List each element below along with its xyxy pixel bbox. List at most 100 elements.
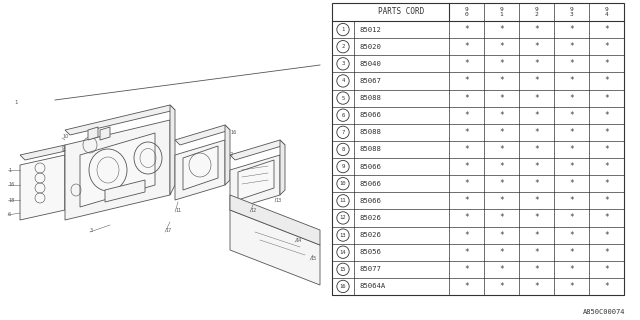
Text: 9: 9 — [341, 164, 344, 169]
Text: *: * — [499, 196, 504, 205]
Polygon shape — [238, 160, 274, 200]
Text: 85064A: 85064A — [359, 284, 385, 289]
Text: *: * — [499, 25, 504, 34]
Text: 15: 15 — [310, 255, 316, 260]
Text: 2: 2 — [341, 44, 344, 49]
Text: *: * — [499, 265, 504, 274]
Text: 85066: 85066 — [359, 198, 381, 204]
Text: 7: 7 — [341, 130, 344, 135]
Text: *: * — [534, 25, 539, 34]
Text: 9
1: 9 1 — [500, 7, 504, 17]
Polygon shape — [100, 127, 110, 140]
Text: *: * — [499, 111, 504, 120]
Text: *: * — [464, 179, 469, 188]
Text: 16: 16 — [340, 284, 346, 289]
Text: 16: 16 — [8, 182, 14, 188]
Text: *: * — [464, 25, 469, 34]
Text: *: * — [604, 196, 609, 205]
Text: 1: 1 — [14, 100, 17, 105]
Text: 85088: 85088 — [359, 129, 381, 135]
Text: *: * — [464, 265, 469, 274]
Text: *: * — [499, 59, 504, 68]
Text: 5: 5 — [341, 96, 344, 100]
Text: *: * — [499, 93, 504, 103]
Text: *: * — [499, 162, 504, 171]
Text: *: * — [569, 248, 574, 257]
Polygon shape — [65, 145, 70, 210]
Text: 16: 16 — [230, 131, 236, 135]
Text: *: * — [464, 128, 469, 137]
Polygon shape — [170, 105, 175, 195]
Text: *: * — [464, 162, 469, 171]
Text: 9: 9 — [62, 146, 65, 150]
Text: 85026: 85026 — [359, 215, 381, 221]
Text: 14: 14 — [295, 237, 301, 243]
Polygon shape — [88, 127, 98, 140]
Text: 85088: 85088 — [359, 147, 381, 152]
Text: *: * — [604, 59, 609, 68]
Polygon shape — [80, 133, 155, 207]
Text: *: * — [534, 42, 539, 51]
Text: 4: 4 — [341, 78, 344, 84]
Text: *: * — [534, 179, 539, 188]
Text: *: * — [499, 179, 504, 188]
Text: *: * — [569, 265, 574, 274]
Text: *: * — [534, 76, 539, 85]
Text: *: * — [499, 76, 504, 85]
Polygon shape — [175, 140, 225, 200]
Text: *: * — [604, 213, 609, 222]
Text: 10: 10 — [62, 133, 68, 139]
Polygon shape — [65, 120, 170, 220]
Text: *: * — [604, 265, 609, 274]
Text: *: * — [604, 179, 609, 188]
Text: 85012: 85012 — [359, 27, 381, 33]
Text: *: * — [464, 248, 469, 257]
Text: *: * — [534, 162, 539, 171]
Text: *: * — [464, 93, 469, 103]
Text: *: * — [569, 162, 574, 171]
Text: *: * — [499, 128, 504, 137]
Text: *: * — [534, 265, 539, 274]
Polygon shape — [65, 105, 175, 135]
Text: 85020: 85020 — [359, 44, 381, 50]
Text: *: * — [569, 59, 574, 68]
Text: 2: 2 — [230, 153, 233, 157]
Text: 85066: 85066 — [359, 164, 381, 170]
Text: 17: 17 — [165, 228, 172, 233]
Text: 85066: 85066 — [359, 181, 381, 187]
Text: *: * — [534, 93, 539, 103]
Text: 13: 13 — [275, 197, 281, 203]
Polygon shape — [175, 125, 230, 145]
Polygon shape — [105, 180, 145, 202]
Text: 85040: 85040 — [359, 61, 381, 67]
Text: *: * — [604, 145, 609, 154]
Text: 13: 13 — [340, 233, 346, 237]
Text: *: * — [604, 25, 609, 34]
Polygon shape — [20, 155, 65, 220]
Text: *: * — [534, 111, 539, 120]
Polygon shape — [20, 145, 70, 160]
Text: *: * — [499, 282, 504, 291]
Polygon shape — [230, 155, 280, 210]
Text: *: * — [569, 196, 574, 205]
Text: *: * — [604, 248, 609, 257]
Text: 9
2: 9 2 — [534, 7, 538, 17]
Text: 6: 6 — [341, 113, 344, 118]
Text: 9
3: 9 3 — [570, 7, 573, 17]
Text: *: * — [464, 59, 469, 68]
Text: *: * — [604, 76, 609, 85]
Text: *: * — [569, 111, 574, 120]
Text: *: * — [534, 213, 539, 222]
Text: 15: 15 — [340, 267, 346, 272]
Text: 18: 18 — [8, 197, 14, 203]
Text: 3: 3 — [341, 61, 344, 66]
Text: 8: 8 — [341, 147, 344, 152]
Text: *: * — [569, 25, 574, 34]
Text: 6: 6 — [8, 212, 11, 218]
Text: 85056: 85056 — [359, 249, 381, 255]
Polygon shape — [230, 195, 320, 245]
Text: *: * — [499, 248, 504, 257]
Text: 12: 12 — [250, 207, 256, 212]
Text: 85077: 85077 — [359, 266, 381, 272]
Text: *: * — [604, 282, 609, 291]
